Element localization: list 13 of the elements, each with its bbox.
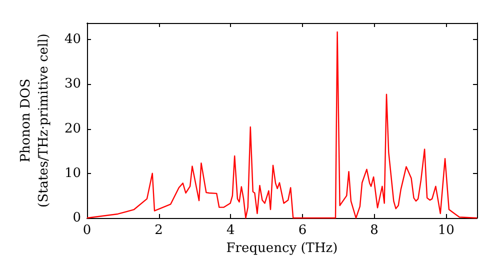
x-tick-label: 2 (154, 223, 163, 238)
x-tick-label: 10 (438, 223, 454, 238)
y-tick-label: 40 (64, 32, 81, 48)
x-tick-label: 8 (370, 223, 378, 238)
x-tick-label: 0 (82, 223, 92, 238)
x-tick-label: 4 (226, 223, 235, 238)
y-tick-label: 20 (64, 121, 81, 136)
y-tick-label: 10 (64, 166, 81, 181)
y-axis-title: Phonon DOS (States/THz·primitive cell) (18, 33, 52, 208)
x-axis-title: Frequency (THz) (226, 240, 338, 256)
x-tick-label: 6 (298, 223, 307, 238)
y-tick-label: 0 (72, 210, 81, 226)
y-tick-label: 30 (64, 76, 81, 92)
